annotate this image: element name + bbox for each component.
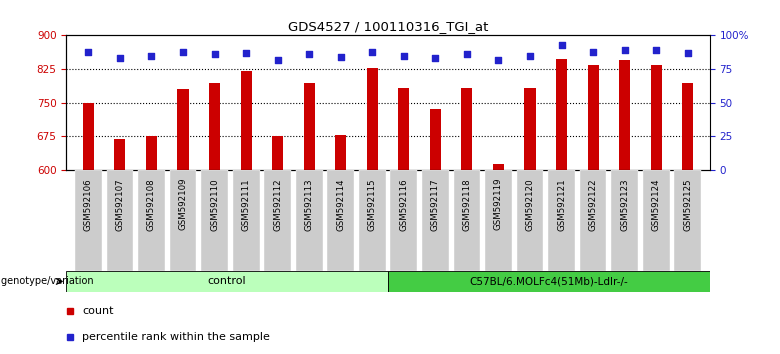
Point (492, 57, 505, 62)
Point (587, 49, 599, 55)
Text: GSM592115: GSM592115 (368, 178, 377, 230)
Bar (146, 136, 157, 170)
Text: GSM592113: GSM592113 (305, 178, 314, 230)
Point (366, 49, 378, 55)
Text: control: control (207, 276, 246, 286)
Bar (430, 109, 441, 170)
Text: GSM592114: GSM592114 (336, 178, 346, 230)
Point (177, 49, 190, 55)
Text: GSM592116: GSM592116 (399, 178, 408, 230)
FancyBboxPatch shape (359, 170, 385, 271)
FancyBboxPatch shape (388, 271, 710, 292)
Text: GSM592108: GSM592108 (147, 178, 156, 230)
FancyBboxPatch shape (66, 271, 388, 292)
Text: GSM592123: GSM592123 (620, 178, 629, 230)
Bar (83, 103, 94, 170)
Text: genotype/variation: genotype/variation (1, 276, 97, 286)
Text: GSM592124: GSM592124 (651, 178, 661, 230)
Text: GSM592112: GSM592112 (273, 178, 282, 230)
Text: percentile rank within the sample: percentile rank within the sample (82, 332, 270, 342)
Bar (399, 88, 410, 170)
FancyBboxPatch shape (516, 170, 544, 271)
Point (619, 47, 631, 53)
FancyBboxPatch shape (328, 170, 354, 271)
Text: GSM592106: GSM592106 (84, 178, 93, 230)
Bar (272, 136, 283, 170)
Text: GSM592110: GSM592110 (210, 178, 219, 230)
Point (145, 53, 158, 58)
Point (208, 51, 221, 57)
FancyBboxPatch shape (453, 170, 480, 271)
Text: GSM592125: GSM592125 (683, 178, 692, 230)
FancyBboxPatch shape (675, 170, 701, 271)
Point (303, 51, 315, 57)
FancyBboxPatch shape (580, 170, 607, 271)
Point (114, 56, 126, 61)
Point (240, 50, 253, 56)
FancyBboxPatch shape (169, 170, 197, 271)
Bar (209, 84, 220, 170)
FancyBboxPatch shape (138, 170, 165, 271)
FancyBboxPatch shape (201, 170, 228, 271)
Text: GSM592107: GSM592107 (115, 178, 125, 230)
Bar (178, 89, 189, 170)
FancyBboxPatch shape (422, 170, 448, 271)
Text: GSM592111: GSM592111 (242, 178, 250, 230)
Bar (303, 84, 314, 170)
FancyBboxPatch shape (264, 170, 291, 271)
FancyBboxPatch shape (232, 170, 260, 271)
FancyBboxPatch shape (107, 170, 133, 271)
FancyBboxPatch shape (643, 170, 669, 271)
Bar (335, 135, 346, 170)
Text: GSM592120: GSM592120 (526, 178, 534, 230)
Text: GSM592122: GSM592122 (589, 178, 597, 230)
Bar (619, 60, 630, 170)
Bar (493, 164, 504, 170)
Bar (462, 88, 473, 170)
FancyBboxPatch shape (75, 170, 101, 271)
FancyBboxPatch shape (612, 170, 638, 271)
Text: GSM592117: GSM592117 (431, 178, 440, 230)
Text: count: count (82, 306, 113, 316)
Bar (367, 68, 378, 170)
Point (650, 47, 662, 53)
FancyBboxPatch shape (485, 170, 512, 271)
Text: C57BL/6.MOLFc4(51Mb)-Ldlr-/-: C57BL/6.MOLFc4(51Mb)-Ldlr-/- (470, 276, 629, 286)
Point (461, 51, 473, 57)
FancyBboxPatch shape (296, 170, 323, 271)
Text: GSM592109: GSM592109 (179, 178, 187, 230)
Point (555, 42, 568, 48)
Bar (115, 139, 126, 170)
Text: GSM592121: GSM592121 (557, 178, 566, 230)
Bar (587, 65, 598, 170)
Point (335, 54, 347, 60)
Bar (524, 88, 536, 170)
Point (398, 53, 410, 58)
FancyBboxPatch shape (548, 170, 575, 271)
Bar (240, 71, 252, 170)
Point (682, 50, 694, 56)
Text: GSM592118: GSM592118 (463, 178, 471, 230)
Bar (556, 59, 567, 170)
FancyBboxPatch shape (391, 170, 417, 271)
Point (82, 49, 94, 55)
Point (271, 57, 284, 62)
Title: GDS4527 / 100110316_TGI_at: GDS4527 / 100110316_TGI_at (288, 20, 488, 33)
Text: GSM592119: GSM592119 (494, 178, 503, 230)
Bar (682, 84, 693, 170)
Bar (651, 65, 661, 170)
Point (429, 56, 441, 61)
Point (523, 53, 536, 58)
